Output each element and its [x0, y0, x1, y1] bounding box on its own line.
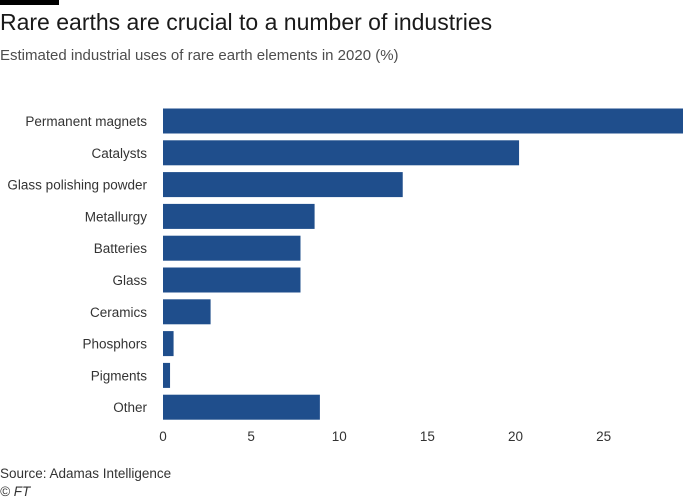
bar-permanent-magnets [163, 108, 683, 134]
category-label-glass-polishing-powder: Glass polishing powder [7, 178, 147, 193]
bar-glass-polishing-powder [163, 172, 403, 198]
category-label-metallurgy: Metallurgy [85, 209, 148, 224]
ft-credit: © FT [0, 484, 31, 499]
bar-other [163, 394, 320, 420]
category-label-catalysts: Catalysts [91, 146, 147, 161]
bar-pigments [163, 362, 171, 388]
category-label-phosphors: Phosphors [82, 337, 147, 352]
bar-catalysts [163, 140, 520, 166]
category-label-glass: Glass [112, 273, 147, 288]
category-label-permanent-magnets: Permanent magnets [25, 114, 147, 129]
x-tick-label-25: 25 [596, 429, 611, 444]
x-tick-label-20: 20 [508, 429, 523, 444]
x-tick-label-15: 15 [420, 429, 435, 444]
bar-chart: Permanent magnets Catalysts Glass polishin… [7, 108, 683, 444]
bar-phosphors [163, 331, 174, 357]
bar-batteries [163, 235, 301, 261]
x-tick-label-10: 10 [332, 429, 347, 444]
header-rule [0, 0, 59, 5]
category-label-ceramics: Ceramics [90, 305, 147, 320]
category-label-batteries: Batteries [94, 241, 148, 256]
x-tick-label-5: 5 [247, 429, 255, 444]
bar-metallurgy [163, 203, 315, 229]
category-label-other: Other [113, 400, 147, 415]
chart-title: Rare earths are crucial to a number of i… [0, 9, 493, 35]
category-label-pigments: Pigments [91, 368, 148, 383]
bar-glass [163, 267, 301, 293]
chart-subtitle: Estimated industrial uses of rare earth … [0, 47, 399, 64]
source-note: Source: Adamas Intelligence [0, 466, 172, 481]
x-tick-label-0: 0 [159, 429, 167, 444]
bar-ceramics [163, 299, 211, 325]
